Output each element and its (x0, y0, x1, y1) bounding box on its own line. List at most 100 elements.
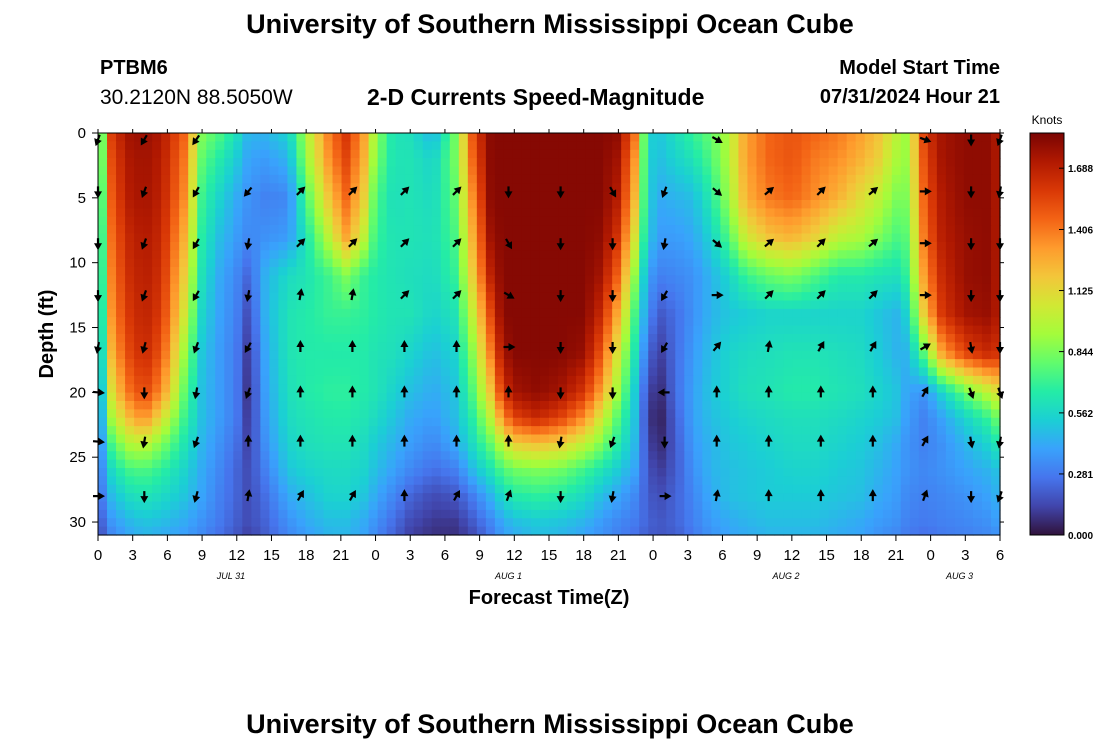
heatmap-cell (927, 509, 938, 519)
heatmap-cell (783, 133, 794, 142)
heatmap-cell (116, 509, 126, 519)
heatmap-cell (206, 275, 216, 285)
heatmap-cell (116, 426, 126, 436)
heatmap-cell (792, 417, 803, 427)
heatmap-cell (576, 250, 586, 260)
heatmap-cell (377, 158, 388, 168)
heatmap-cell (494, 225, 505, 235)
heatmap-cell (161, 484, 171, 494)
heatmap-cell (981, 300, 992, 310)
heatmap-cell (341, 225, 352, 235)
heatmap-cell (774, 409, 785, 419)
heatmap-cell (873, 191, 884, 201)
heatmap-cell (855, 283, 866, 293)
current-arrow (556, 342, 565, 354)
heatmap-cell (422, 401, 433, 410)
heatmap-cell (738, 174, 749, 184)
heatmap-cell (765, 141, 776, 151)
heatmap-cell (179, 401, 189, 410)
heatmap-cell (954, 468, 965, 477)
heatmap-cell (990, 233, 1001, 243)
heatmap-cell (720, 493, 730, 503)
heatmap-cell (161, 233, 171, 243)
heatmap-cell (341, 267, 352, 276)
heatmap-cell (585, 141, 595, 151)
heatmap-cell (846, 409, 857, 419)
heatmap-cell (422, 200, 433, 209)
heatmap-cell (873, 417, 884, 427)
heatmap-cell (134, 174, 144, 184)
heatmap-cell (107, 233, 117, 243)
heatmap-cell (648, 275, 658, 285)
heatmap-cell (801, 409, 812, 419)
current-arrow (868, 489, 877, 502)
heatmap-cell (215, 367, 225, 377)
heatmap-cell (314, 166, 325, 176)
heatmap-cell (116, 141, 126, 151)
heatmap-cell (576, 158, 586, 168)
heatmap-cell (395, 526, 406, 536)
heatmap-cell (431, 325, 442, 335)
heatmap-cell (576, 241, 586, 251)
heatmap-cell (774, 401, 785, 410)
heatmap-cell (368, 451, 379, 461)
heatmap-cell (927, 367, 938, 377)
heatmap-cell (567, 174, 577, 184)
heatmap-cell (810, 334, 821, 343)
heatmap-cell (134, 526, 144, 536)
heatmap-cell (882, 166, 893, 176)
heatmap-cell (242, 183, 252, 193)
heatmap-cell (269, 300, 279, 310)
heatmap-cell (341, 241, 352, 251)
current-arrow (244, 489, 253, 502)
heatmap-cell (972, 308, 983, 318)
heatmap-cell (648, 451, 658, 461)
heatmap-cell (422, 468, 433, 477)
heatmap-cell (368, 468, 379, 477)
heatmap-cell (521, 267, 532, 276)
heatmap-cell (476, 459, 487, 469)
heatmap-cell (909, 392, 920, 402)
heatmap-cell (413, 350, 424, 360)
heatmap-cell (287, 208, 298, 218)
heatmap-cell (521, 384, 532, 394)
heatmap-cell (341, 434, 352, 444)
heatmap-cell (530, 225, 541, 235)
heatmap-cell (323, 191, 334, 201)
heatmap-cell (648, 183, 658, 193)
heatmap-cell (125, 350, 135, 360)
heatmap-cell (711, 484, 721, 494)
heatmap-cell (810, 392, 821, 402)
heatmap-cell (278, 476, 289, 486)
heatmap-cell (512, 141, 523, 151)
heatmap-cell (440, 526, 451, 536)
heatmap-cell (368, 459, 379, 469)
heatmap-cell (188, 267, 198, 276)
heatmap-cell (503, 375, 514, 385)
heatmap-cell (215, 208, 225, 218)
heatmap-cell (558, 158, 568, 168)
heatmap-cell (116, 501, 126, 511)
heatmap-cell (603, 518, 613, 528)
heatmap-cell (963, 166, 974, 176)
heatmap-cell (819, 225, 830, 235)
heatmap-cell (287, 501, 298, 511)
heatmap-cell (512, 451, 523, 461)
heatmap-cell (918, 401, 929, 410)
heatmap-cell (936, 258, 947, 268)
heatmap-cell (756, 174, 767, 184)
current-arrow (608, 238, 617, 251)
heatmap-cell (918, 442, 929, 452)
heatmap-cell (666, 434, 676, 444)
heatmap-cell (756, 501, 767, 511)
heatmap-cell (783, 359, 794, 369)
heatmap-cell (413, 225, 424, 235)
heatmap-cell (756, 300, 767, 310)
heatmap-cell (179, 350, 189, 360)
heatmap-cell (431, 208, 442, 218)
heatmap-cell (476, 476, 487, 486)
heatmap-cell (170, 359, 180, 369)
heatmap-cell (323, 283, 334, 293)
heatmap-cell (206, 241, 216, 251)
heatmap-cell (359, 434, 370, 444)
